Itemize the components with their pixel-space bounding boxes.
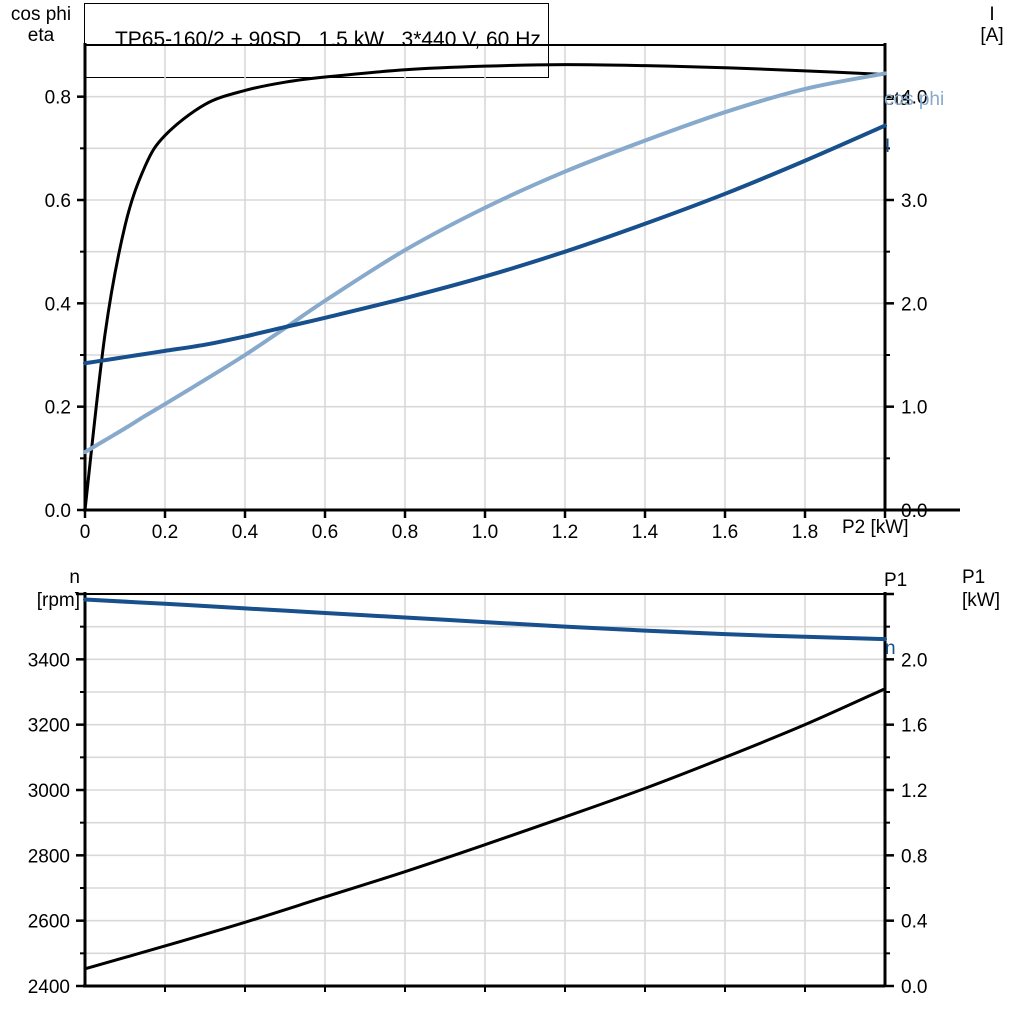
svg-text:2.0: 2.0 — [901, 294, 927, 315]
svg-text:0.4: 0.4 — [232, 522, 259, 543]
curve-label-speed: n — [885, 638, 896, 659]
svg-text:2800: 2800 — [28, 846, 70, 867]
svg-text:2.0: 2.0 — [901, 650, 927, 671]
svg-text:0.4: 0.4 — [901, 912, 928, 933]
bottom-chart-frame — [83, 592, 887, 988]
svg-text:0.4: 0.4 — [45, 294, 72, 315]
top-left-axis-label-line1: cos phi — [10, 4, 72, 25]
svg-text:3200: 3200 — [28, 716, 70, 737]
svg-text:0.8: 0.8 — [45, 88, 71, 109]
svg-text:0.6: 0.6 — [312, 522, 338, 543]
svg-text:1.6: 1.6 — [712, 522, 738, 543]
top-chart: 0.0 0.2 0.4 0.6 0.8 0.0 1.0 2.0 3.0 4.0 0 0.2 0.4 0.6… — [45, 43, 960, 543]
bottom-chart-ticks — [76, 592, 894, 992]
top-right-axis-label-line1: I — [989, 4, 995, 25]
svg-text:1.2: 1.2 — [901, 781, 927, 802]
curve-label-p1: P1 — [884, 570, 908, 591]
svg-text:0.2: 0.2 — [152, 522, 178, 543]
bottom-right-axis-label-line1: P1 — [962, 567, 986, 588]
svg-text:2400: 2400 — [28, 977, 70, 998]
svg-text:1.8: 1.8 — [792, 522, 818, 543]
top-chart-frame — [83, 43, 960, 512]
svg-text:0.2: 0.2 — [45, 398, 71, 419]
svg-text:0.8: 0.8 — [392, 522, 418, 543]
svg-text:4.0: 4.0 — [901, 88, 927, 109]
svg-text:1.2: 1.2 — [552, 522, 578, 543]
top-right-axis-label: I [A] — [962, 4, 1022, 46]
svg-text:3400: 3400 — [28, 650, 70, 671]
svg-text:1.0: 1.0 — [472, 522, 498, 543]
svg-text:3000: 3000 — [28, 781, 70, 802]
bottom-chart-gridlines — [85, 594, 885, 986]
top-left-axis-label: cos phi eta — [2, 4, 80, 46]
svg-text:0.0: 0.0 — [45, 501, 71, 522]
svg-text:1.0: 1.0 — [901, 398, 927, 419]
bottom-chart-curves — [83, 597, 887, 971]
svg-text:0.0: 0.0 — [901, 977, 927, 998]
top-chart-gridlines — [85, 45, 885, 510]
top-x-axis-label: P2 [kW] — [842, 517, 909, 538]
top-chart-tick-labels: 0.0 0.2 0.4 0.6 0.8 0.0 1.0 2.0 3.0 4.0 0 0.2 0.4 0.6… — [45, 88, 928, 543]
top-chart-ticks — [77, 95, 894, 518]
top-left-axis-label-line2: eta — [27, 25, 55, 46]
svg-text:3.0: 3.0 — [901, 191, 927, 212]
curve-label-current: I — [885, 136, 891, 157]
curve-label-cos-phi: cos phi — [884, 89, 945, 110]
bottom-chart: 2400 2600 2800 3000 3200 3400 0.0 0.4 0.8 1.2 1.6 2… — [28, 592, 928, 998]
svg-text:2600: 2600 — [28, 912, 70, 933]
bottom-chart-tick-labels: 2400 2600 2800 3000 3200 3400 0.0 0.4 0.8 1.2 1.6 2… — [28, 650, 928, 998]
bottom-right-axis-label-line2: [kW] — [962, 590, 1000, 611]
svg-text:0.8: 0.8 — [901, 846, 927, 867]
bottom-left-axis-label: n [rpm] — [0, 566, 80, 612]
bottom-left-axis-label-line1: n — [69, 567, 80, 588]
svg-text:1.6: 1.6 — [901, 716, 927, 737]
top-right-axis-label-line2: [A] — [980, 25, 1004, 46]
bottom-right-axis-label: P1 [kW] — [962, 566, 1024, 612]
svg-text:0.6: 0.6 — [45, 191, 71, 212]
svg-text:0.0: 0.0 — [901, 501, 927, 522]
top-chart-curves — [83, 63, 887, 512]
svg-text:1.4: 1.4 — [632, 522, 659, 543]
svg-text:0: 0 — [80, 522, 91, 543]
curve-label-eta: eta — [884, 89, 911, 110]
bottom-left-axis-label-line2: [rpm] — [36, 590, 80, 611]
